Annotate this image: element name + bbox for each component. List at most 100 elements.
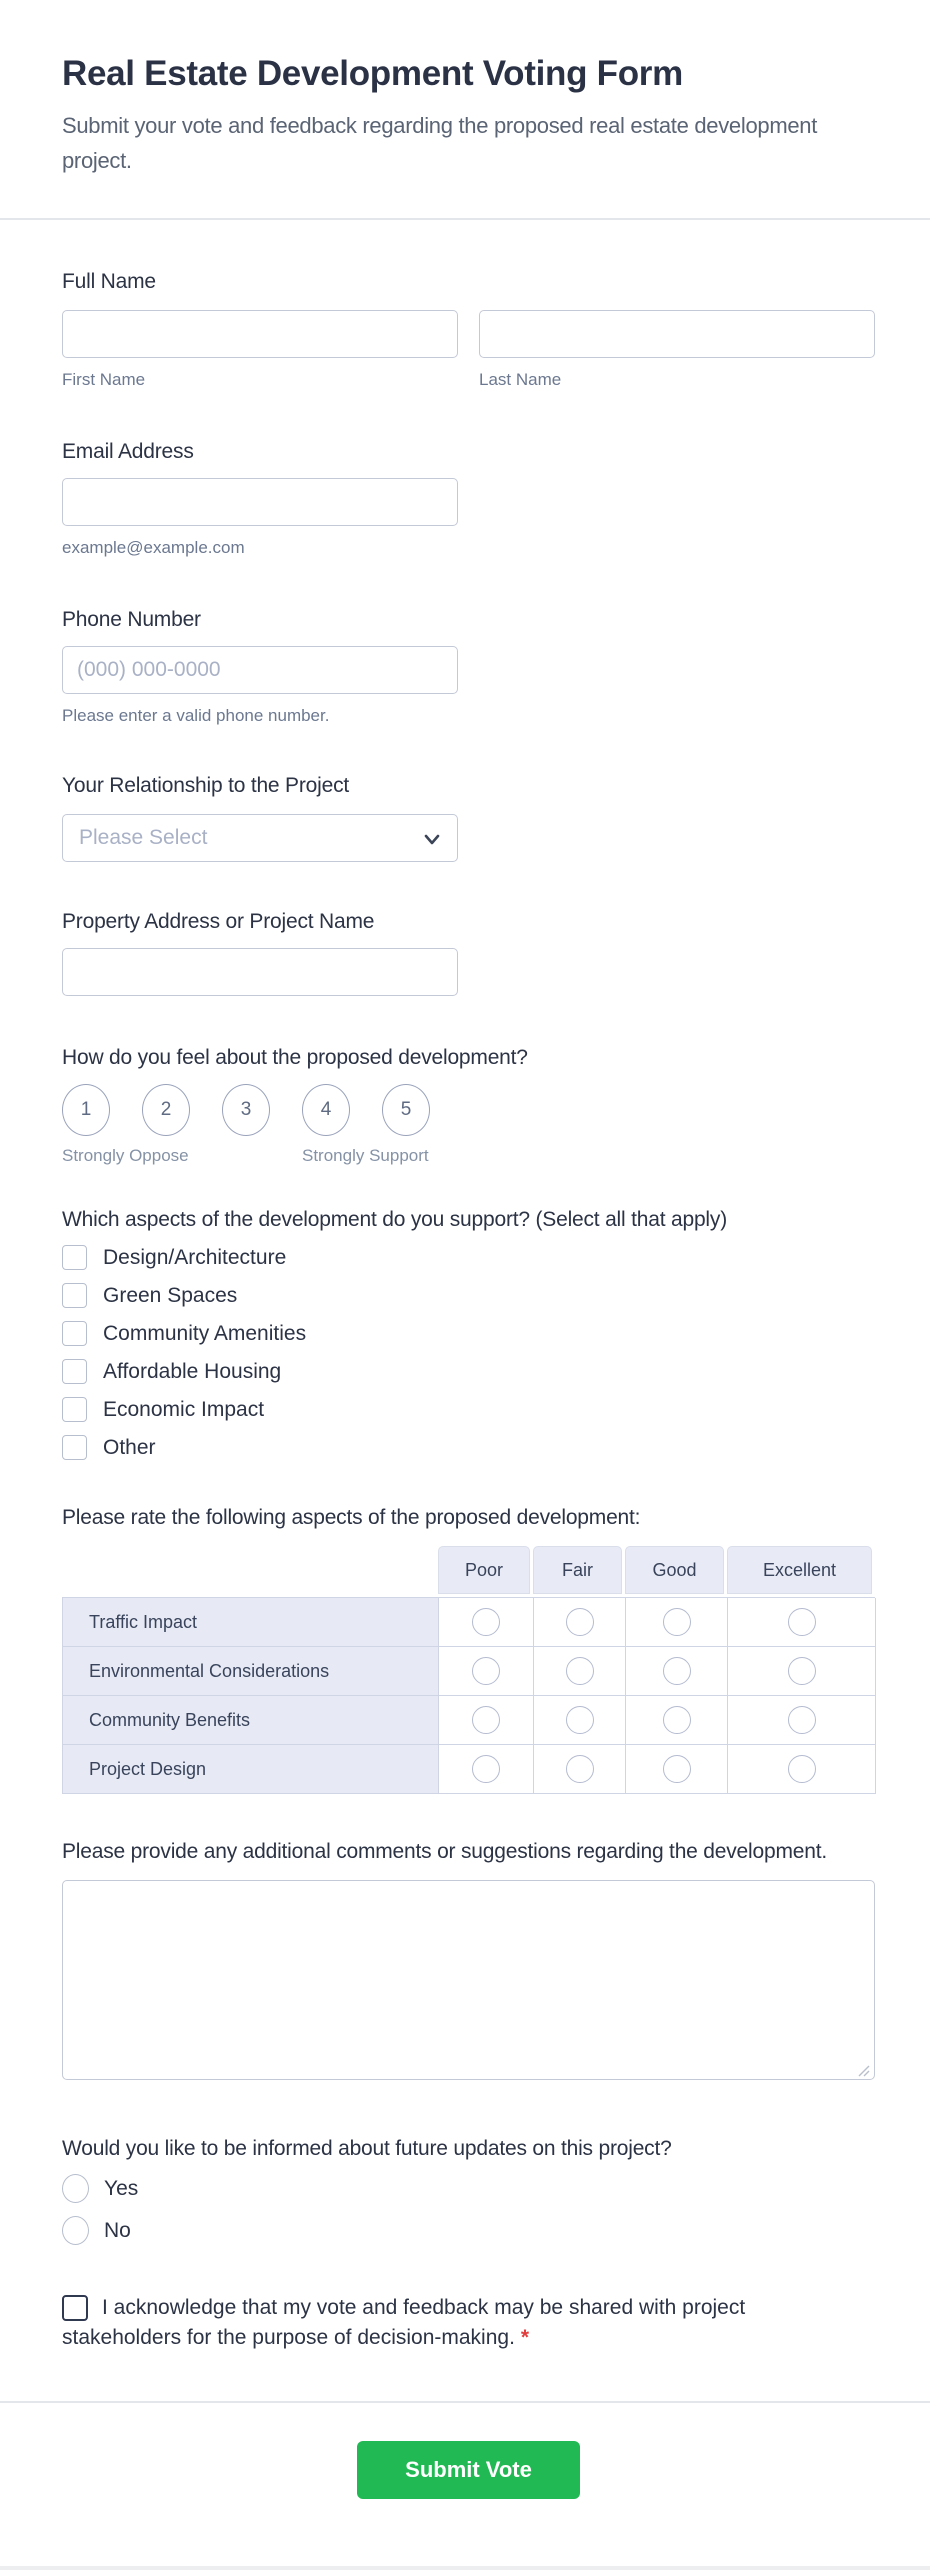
first-name-col: First Name — [62, 310, 458, 390]
property-input[interactable] — [62, 948, 458, 996]
phone-label: Phone Number — [62, 608, 201, 631]
rating-row-traffic: Traffic Impact — [63, 1598, 876, 1647]
form-footer: Submit Vote — [62, 2403, 875, 2499]
rating-radio-design-fair[interactable] — [565, 1755, 594, 1783]
aspect-checkbox-design[interactable] — [62, 1245, 87, 1270]
rating-table: Poor Fair Good Excellent Traffic Impact … — [62, 1546, 876, 1794]
field-updates: Would you like to be informed about futu… — [62, 2137, 875, 2245]
field-phone: Phone Number Please enter a valid phone … — [62, 608, 875, 726]
field-relationship: Your Relationship to the Project Please … — [62, 774, 875, 862]
aspect-checkbox-other[interactable] — [62, 1435, 87, 1460]
email-input[interactable] — [62, 478, 458, 526]
name-row: First Name Last Name — [62, 310, 875, 390]
footer-divider — [0, 2401, 930, 2403]
aspect-label: Green Spaces — [103, 1283, 238, 1307]
field-property: Property Address or Project Name — [62, 910, 875, 996]
rating-radio-traffic-fair[interactable] — [565, 1608, 594, 1636]
rating-cell — [534, 1647, 626, 1696]
rating-col-excellent: Excellent — [727, 1546, 872, 1594]
rating-cell — [626, 1647, 728, 1696]
rating-cell — [534, 1598, 626, 1647]
relationship-select-value: Please Select — [79, 826, 208, 849]
first-name-input[interactable] — [62, 310, 458, 358]
scale-max-label: Strongly Support — [302, 1146, 429, 1165]
scale-option-5[interactable]: 5 — [382, 1084, 430, 1136]
field-rating-table: Please rate the following aspects of the… — [62, 1506, 876, 1794]
page-title: Real Estate Development Voting Form — [62, 54, 683, 93]
field-aspects: Which aspects of the development do you … — [62, 1208, 875, 1460]
aspect-option-row: Design/Architecture — [62, 1245, 875, 1270]
aspect-label: Affordable Housing — [103, 1359, 282, 1383]
comments-textarea-wrap — [62, 1880, 875, 2085]
aspect-label: Design/Architecture — [103, 1245, 287, 1269]
feeling-label: How do you feel about the proposed devel… — [62, 1046, 528, 1069]
rating-col-poor: Poor — [438, 1546, 530, 1594]
aspects-label: Which aspects of the development do you … — [62, 1208, 727, 1231]
updates-label: Would you like to be informed about futu… — [62, 2137, 672, 2160]
rating-cell — [439, 1745, 534, 1794]
aspect-checkbox-economic[interactable] — [62, 1397, 87, 1422]
rating-radio-traffic-poor[interactable] — [472, 1608, 500, 1636]
rating-radio-design-excellent[interactable] — [787, 1755, 816, 1783]
phone-sublabel: Please enter a valid phone number. — [62, 706, 330, 725]
rating-row-community: Community Benefits — [63, 1696, 876, 1745]
acknowledgement-label: I acknowledge that my vote and feedback … — [62, 2296, 746, 2349]
aspect-checkbox-amenities[interactable] — [62, 1321, 87, 1346]
last-name-input[interactable] — [479, 310, 875, 358]
aspect-checkbox-housing[interactable] — [62, 1359, 87, 1384]
scale-option-4[interactable]: 4 — [302, 1084, 350, 1136]
rating-row-label: Environmental Considerations — [63, 1647, 439, 1696]
scale-option-3[interactable]: 3 — [222, 1084, 270, 1136]
form-header: Real Estate Development Voting Form Subm… — [0, 0, 930, 220]
aspect-label: Community Amenities — [103, 1321, 307, 1345]
scale-row: 1 2 3 4 5 — [62, 1084, 875, 1136]
phone-input[interactable] — [62, 646, 458, 694]
rating-radio-community-fair[interactable] — [565, 1706, 594, 1734]
field-email: Email Address example@example.com — [62, 440, 875, 558]
first-name-sublabel: First Name — [62, 370, 146, 389]
rating-cell — [626, 1696, 728, 1745]
rating-radio-environment-excellent[interactable] — [787, 1657, 816, 1685]
aspect-option-row: Affordable Housing — [62, 1359, 875, 1384]
aspect-option-row: Community Amenities — [62, 1321, 875, 1346]
rating-radio-environment-good[interactable] — [662, 1657, 691, 1685]
relationship-select[interactable]: Please Select — [62, 814, 458, 862]
rating-corner-cell — [62, 1546, 438, 1597]
rating-radio-environment-poor[interactable] — [472, 1657, 500, 1685]
rating-cell — [439, 1647, 534, 1696]
rating-radio-community-excellent[interactable] — [787, 1706, 816, 1734]
updates-option-row: No — [62, 2216, 875, 2245]
aspect-option-row: Green Spaces — [62, 1283, 875, 1308]
updates-radio-no[interactable] — [62, 2216, 89, 2245]
form-body: Full Name First Name Last Name Email Add… — [0, 220, 930, 2499]
updates-yes-label: Yes — [104, 2176, 139, 2200]
page-bottom-strip — [0, 2566, 930, 2570]
acknowledgement-checkbox[interactable] — [62, 2295, 88, 2321]
submit-vote-button[interactable]: Submit Vote — [357, 2441, 580, 2499]
scale-option-2[interactable]: 2 — [142, 1084, 190, 1136]
rating-cell — [534, 1745, 626, 1794]
rating-radio-community-poor[interactable] — [472, 1706, 500, 1734]
full-name-label: Full Name — [62, 270, 156, 293]
rating-radio-traffic-good[interactable] — [662, 1608, 691, 1636]
rating-radio-traffic-excellent[interactable] — [787, 1608, 816, 1636]
rating-radio-design-poor[interactable] — [472, 1755, 500, 1783]
page-subtitle: Submit your vote and feedback regarding … — [62, 113, 818, 173]
scale-option-1[interactable]: 1 — [62, 1084, 110, 1136]
rating-radio-community-good[interactable] — [662, 1706, 691, 1734]
rating-radio-design-good[interactable] — [662, 1755, 691, 1783]
comments-textarea[interactable] — [62, 1880, 875, 2080]
rating-row-design: Project Design — [63, 1745, 876, 1794]
aspect-option-row: Economic Impact — [62, 1397, 875, 1422]
aspect-checkbox-green-spaces[interactable] — [62, 1283, 87, 1308]
rating-cell — [626, 1598, 728, 1647]
updates-radio-yes[interactable] — [62, 2174, 89, 2203]
rating-row-label: Community Benefits — [63, 1696, 439, 1745]
rating-col-good: Good — [625, 1546, 724, 1594]
rating-radio-environment-fair[interactable] — [565, 1657, 594, 1685]
field-full-name: Full Name First Name Last Name — [62, 270, 875, 390]
rating-cell — [439, 1598, 534, 1647]
scale-labels: Strongly Oppose Strongly Support — [62, 1146, 875, 1168]
field-comments: Please provide any additional comments o… — [62, 1840, 875, 2085]
aspect-option-row: Other — [62, 1435, 875, 1460]
